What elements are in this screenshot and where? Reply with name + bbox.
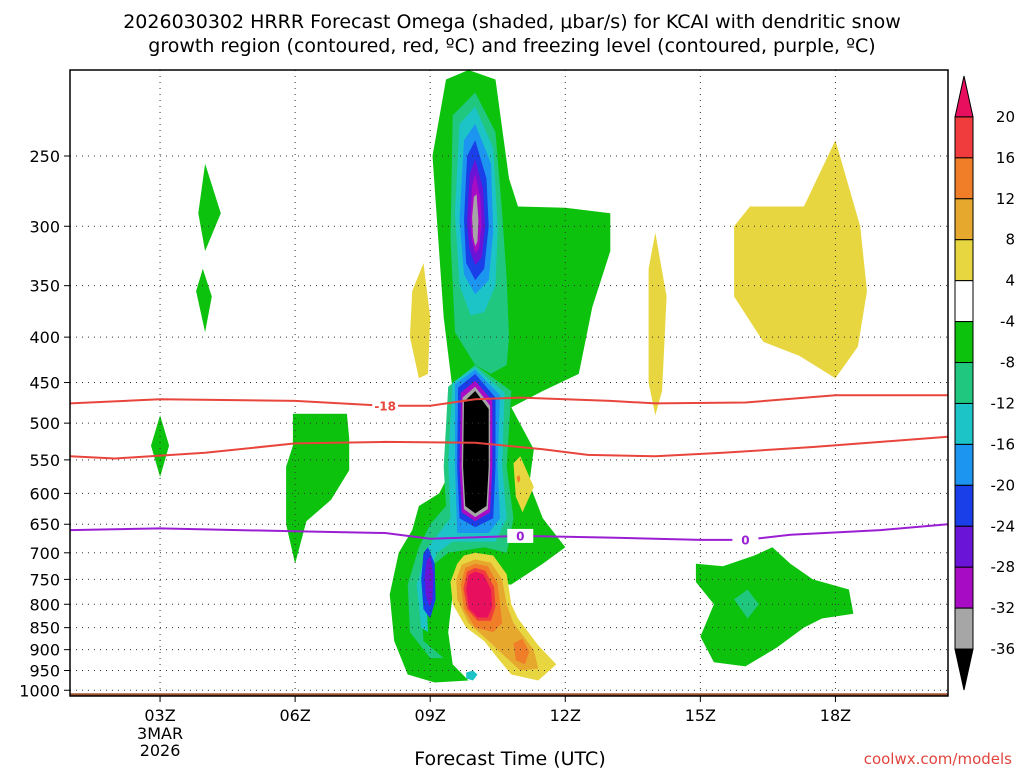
colorbar-swatch: [954, 566, 974, 609]
omega-region: [409, 263, 431, 379]
y-tick-label: 850: [29, 619, 60, 638]
colorbar-swatch: [954, 443, 974, 486]
omega-region: [734, 589, 759, 619]
y-tick-label: 700: [29, 544, 60, 563]
colorbar-swatch: [954, 198, 974, 241]
colorbar-label: -28: [991, 558, 1016, 576]
chart-title-line-1: 2026030302 HRRR Forecast Omega (shaded, …: [123, 11, 901, 33]
contour-dendritic-top: [70, 394, 948, 407]
colorbar-swatch: [954, 75, 974, 118]
contour-dendritic-bottom: [70, 435, 948, 460]
colorbar-swatch: [954, 525, 974, 568]
colorbar-label: -8: [1000, 354, 1015, 372]
y-tick-label: 750: [29, 570, 60, 589]
colorbar-label: 20: [996, 108, 1015, 126]
omega-region: [463, 391, 489, 514]
x-tick-label: 03Z: [144, 706, 175, 725]
omega-region: [286, 413, 350, 564]
x-axis-label: Forecast Time (UTC): [414, 748, 605, 768]
colorbar-label: -4: [1000, 313, 1015, 331]
omega-region: [513, 638, 530, 665]
omega-region: [466, 670, 478, 681]
contour-label-bg: [732, 532, 759, 547]
colorbar-swatch: [954, 280, 974, 323]
colorbar-swatch: [954, 362, 974, 404]
y-tick-label: 400: [29, 328, 60, 347]
contour-lines: -18 0 0: [70, 394, 948, 547]
colorbar-legend: 20 16 12 8 4 -4 -8 -12 -16 -20 -24 -28 -32 -36: [954, 75, 1016, 691]
omega-region: [466, 571, 493, 618]
omega-region: [198, 163, 221, 252]
colorbar-label: 8: [1005, 231, 1015, 249]
x-tick-sublabel: 3MAR: [137, 724, 183, 743]
y-tick-label: 500: [29, 414, 60, 433]
colorbar-label: 12: [996, 190, 1015, 208]
plot-area: -18 0 0: [69, 69, 949, 697]
omega-region: [472, 194, 479, 247]
y-tick-label: 350: [29, 277, 60, 296]
y-axis: 250 300 350 400 450 500 550 600 650 700 750 800 850 9…: [19, 147, 70, 700]
y-tick-label: 1000: [19, 681, 60, 700]
omega-region: [516, 475, 521, 483]
colorbar-label: -12: [991, 394, 1016, 412]
colorbar-label: -24: [991, 517, 1016, 535]
x-tick-label: 09Z: [415, 706, 446, 725]
colorbar-label: -16: [991, 435, 1016, 453]
omega-region: [196, 268, 212, 333]
omega-region: [695, 547, 854, 667]
contour-freezing-level: [70, 523, 948, 541]
colorbar-swatch: [954, 321, 974, 364]
omega-region: [424, 555, 434, 607]
y-tick-label: 300: [29, 217, 60, 236]
y-tick-label: 950: [29, 661, 60, 680]
colorbar-swatch: [954, 157, 974, 200]
y-tick-label: 550: [29, 451, 60, 470]
contour-label-bg: [372, 398, 399, 413]
colorbar-swatch: [954, 116, 974, 159]
contour-label: 0: [516, 529, 524, 543]
colorbar-label: -36: [991, 640, 1016, 658]
colorbar-swatch: [954, 402, 974, 445]
site-credit: coolwx.com/models: [864, 750, 1012, 768]
contour-label-bg: [507, 528, 534, 543]
contour-label: 0: [741, 533, 749, 547]
x-tick-label: 12Z: [550, 706, 581, 725]
omega-region: [734, 140, 867, 379]
omega-shading: [151, 70, 867, 683]
x-tick-sublabel: 2026: [140, 741, 181, 760]
omega-region: [648, 232, 667, 416]
colorbar-label: -32: [991, 599, 1016, 617]
ground-surface: [70, 693, 948, 696]
y-tick-label: 800: [29, 595, 60, 614]
x-tick-label: 15Z: [685, 706, 716, 725]
grid-lines: [70, 70, 948, 694]
colorbar-swatch: [954, 607, 974, 650]
y-tick-label: 250: [29, 147, 60, 166]
y-tick-label: 600: [29, 484, 60, 503]
colorbar-label: 4: [1005, 272, 1015, 290]
colorbar-swatch: [954, 239, 974, 282]
colorbar-label: 16: [996, 149, 1015, 167]
y-tick-label: 900: [29, 641, 60, 660]
colorbar-swatch: [954, 648, 974, 691]
contour-label: -18: [374, 399, 396, 413]
x-tick-label: 18Z: [820, 706, 851, 725]
y-tick-label: 650: [29, 515, 60, 534]
y-tick-label: 450: [29, 374, 60, 393]
omega-region: [151, 415, 170, 477]
colorbar-swatch: [954, 484, 974, 527]
omega-region: [513, 456, 534, 513]
colorbar-label: -20: [991, 476, 1016, 494]
chart-title-line-2: growth region (contoured, red, ºC) and f…: [148, 35, 875, 57]
x-tick-label: 06Z: [279, 706, 310, 725]
